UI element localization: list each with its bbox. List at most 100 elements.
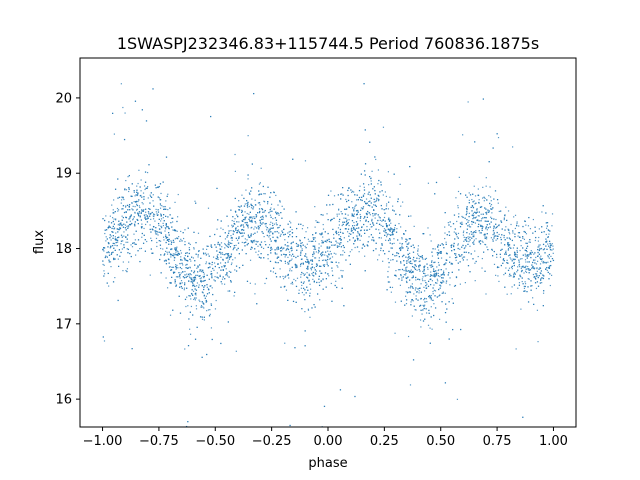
data-point xyxy=(145,211,147,213)
data-point xyxy=(373,240,375,242)
data-point xyxy=(471,204,474,207)
data-point xyxy=(257,225,259,227)
data-point xyxy=(410,269,412,271)
data-point xyxy=(330,241,332,243)
data-point xyxy=(377,214,379,216)
data-point xyxy=(166,247,168,249)
data-point xyxy=(441,301,443,303)
data-point xyxy=(364,232,366,234)
data-point xyxy=(395,231,398,233)
data-point xyxy=(250,233,252,235)
data-point xyxy=(399,183,401,185)
data-point xyxy=(314,247,316,249)
data-point xyxy=(336,246,339,248)
data-point xyxy=(513,275,515,277)
data-point xyxy=(276,257,278,259)
data-point xyxy=(402,201,404,203)
data-point xyxy=(455,254,457,256)
data-point xyxy=(429,296,432,298)
data-point xyxy=(387,258,389,260)
data-point xyxy=(507,249,510,251)
data-point xyxy=(165,208,167,210)
data-point xyxy=(185,259,187,261)
data-point xyxy=(205,301,207,303)
data-point xyxy=(201,316,203,318)
data-point xyxy=(507,243,509,246)
data-point xyxy=(427,266,429,269)
data-point xyxy=(242,218,245,221)
data-point xyxy=(282,231,284,234)
data-point xyxy=(414,267,416,269)
data-point xyxy=(190,281,192,283)
data-point xyxy=(355,221,358,223)
data-point xyxy=(256,303,258,305)
data-point xyxy=(276,253,278,255)
data-point xyxy=(269,228,271,231)
data-point xyxy=(520,271,523,273)
data-point xyxy=(364,215,366,218)
data-point xyxy=(427,285,430,287)
data-point xyxy=(338,213,340,215)
data-point xyxy=(121,196,123,198)
data-point xyxy=(524,253,526,255)
data-point xyxy=(478,223,480,226)
data-point xyxy=(524,285,526,288)
data-point xyxy=(325,251,327,253)
data-point xyxy=(347,199,350,202)
data-point xyxy=(353,191,355,193)
data-point xyxy=(265,244,267,246)
data-point xyxy=(103,247,106,249)
data-point xyxy=(313,238,315,241)
data-point xyxy=(415,260,417,262)
data-point xyxy=(417,299,419,301)
data-point xyxy=(538,249,540,252)
data-point xyxy=(307,238,309,240)
data-point xyxy=(513,251,516,253)
data-point xyxy=(425,298,428,300)
data-point xyxy=(321,252,323,254)
data-point xyxy=(424,275,426,277)
data-point xyxy=(311,307,313,309)
data-point xyxy=(165,222,167,225)
data-point xyxy=(102,260,104,262)
data-point xyxy=(125,269,127,272)
data-point xyxy=(304,345,306,347)
data-point xyxy=(493,227,495,230)
data-point xyxy=(295,211,297,213)
data-point xyxy=(328,275,330,277)
data-point xyxy=(340,193,342,195)
data-point xyxy=(503,236,505,239)
data-point xyxy=(234,291,236,293)
data-point xyxy=(250,235,252,237)
data-point xyxy=(235,265,238,267)
data-point xyxy=(140,179,142,181)
data-point xyxy=(313,248,315,251)
data-point xyxy=(189,266,191,268)
data-point xyxy=(315,232,317,234)
data-point xyxy=(121,225,123,227)
data-point xyxy=(520,276,522,278)
data-point xyxy=(201,285,203,287)
data-point xyxy=(390,222,392,224)
data-point xyxy=(194,200,196,202)
data-point xyxy=(160,218,163,220)
data-point xyxy=(527,265,529,268)
data-point xyxy=(318,284,321,287)
data-point xyxy=(193,231,195,233)
data-point xyxy=(473,235,475,238)
data-point xyxy=(389,238,391,240)
data-point xyxy=(481,218,483,220)
data-point xyxy=(149,228,151,231)
data-point xyxy=(179,274,181,276)
data-point xyxy=(190,260,192,262)
data-point xyxy=(145,214,147,216)
data-point xyxy=(324,240,327,242)
data-point xyxy=(250,190,252,192)
data-point xyxy=(451,298,453,300)
data-point xyxy=(445,303,447,305)
data-point xyxy=(474,203,476,205)
data-point xyxy=(353,227,355,229)
data-point xyxy=(103,247,105,249)
data-point xyxy=(128,218,130,220)
data-point xyxy=(465,251,467,253)
